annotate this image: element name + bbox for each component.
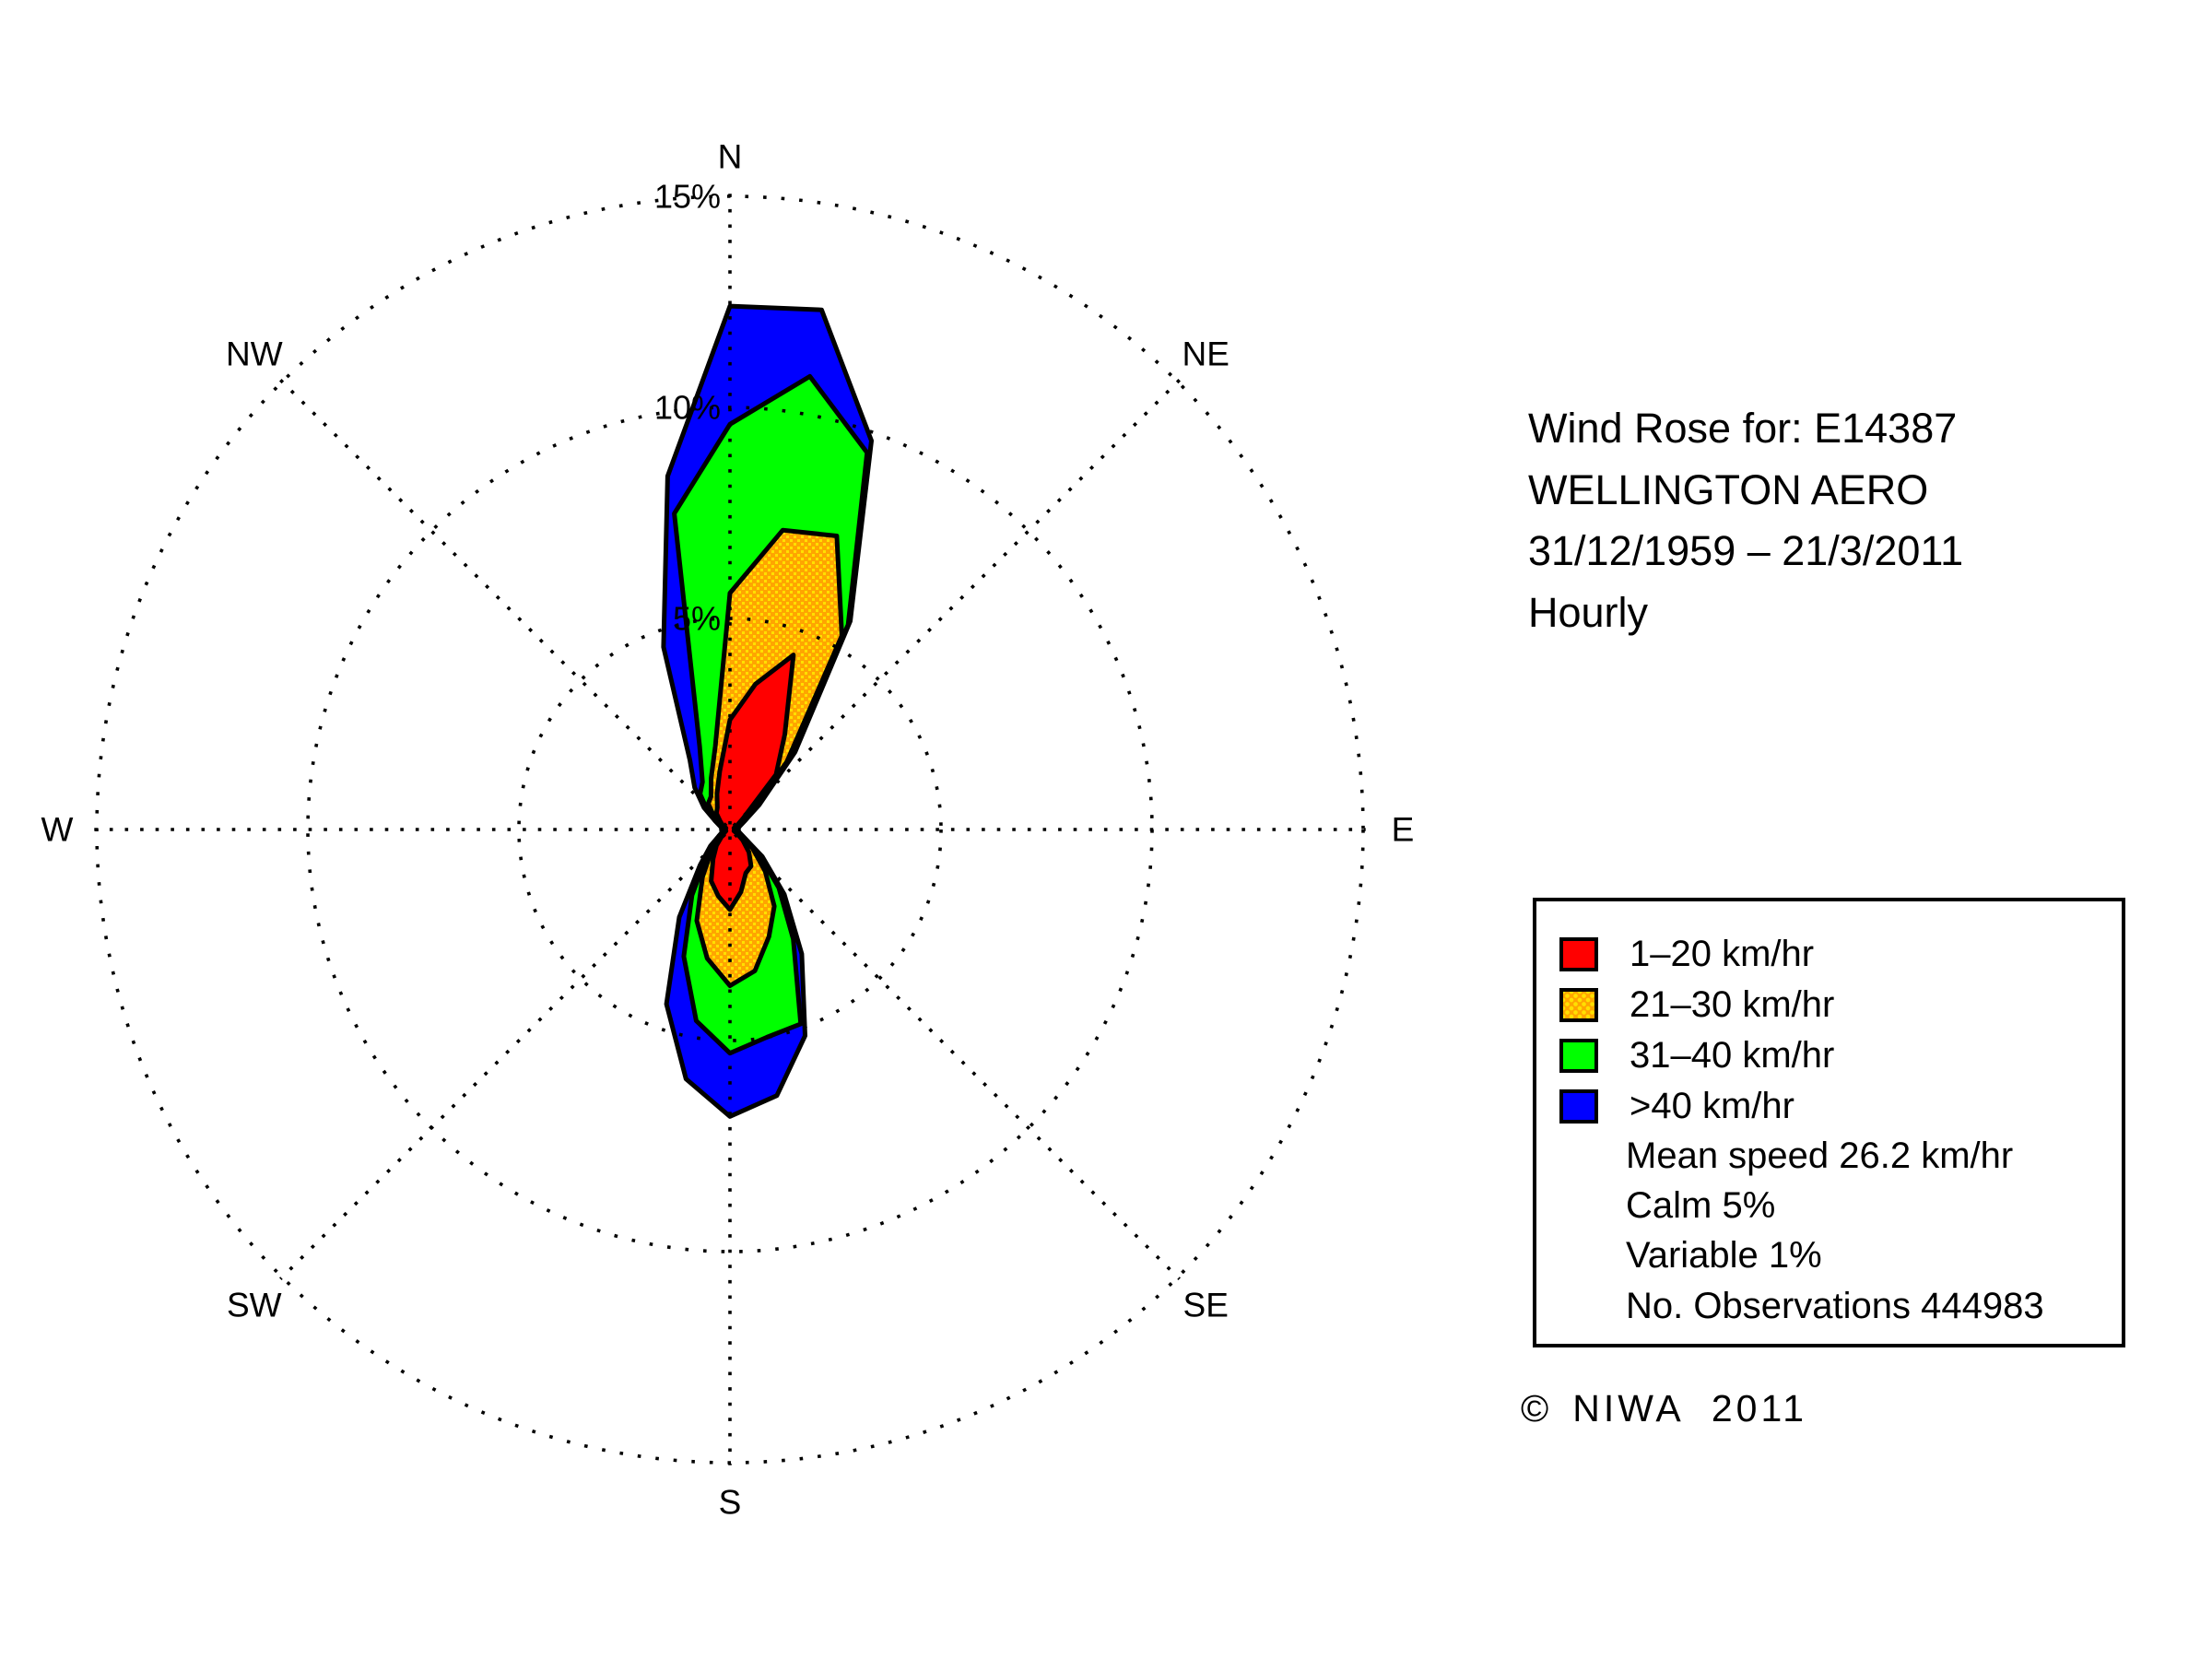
compass-label-nw: NW (226, 335, 283, 372)
legend-item: 1–20 km/hr (1536, 929, 2122, 979)
compass-label-n: N (718, 138, 743, 176)
compass-label-ne: NE (1182, 335, 1229, 372)
legend-label: 21–30 km/hr (1630, 983, 1835, 1025)
header-interval: Hourly (1528, 588, 1649, 636)
legend-swatch-orange (1559, 987, 1598, 1022)
legend: 1–20 km/hr 21–30 km/hr 31–40 km/hr >40 k… (1533, 898, 2125, 1347)
chart-header: Wind Rose for: E14387 WELLINGTON AERO 31… (1528, 398, 1963, 643)
legend-note-variable: Variable 1% (1626, 1234, 1822, 1276)
legend-label: 31–40 km/hr (1630, 1034, 1835, 1076)
petal-red (709, 653, 796, 912)
compass-label-sw: SW (227, 1287, 282, 1324)
legend-label: 1–20 km/hr (1630, 933, 1815, 974)
compass-label-w: W (41, 811, 74, 849)
compass-label-s: S (719, 1484, 742, 1522)
copyright: © NIWA 2011 (1521, 1387, 1807, 1430)
legend-item: 21–30 km/hr (1536, 980, 2122, 1030)
legend-item: 31–40 km/hr (1536, 1030, 2122, 1080)
compass-label-e: E (1392, 811, 1415, 849)
copyright-text: NIWA 2011 (1572, 1387, 1808, 1430)
header-title: Wind Rose for: E14387 (1528, 405, 1958, 452)
legend-swatch-blue (1559, 1088, 1598, 1124)
tick-label-10pct: 10% (654, 389, 721, 427)
compass-label-se: SE (1183, 1287, 1229, 1324)
legend-label: >40 km/hr (1630, 1085, 1794, 1126)
legend-item: >40 km/hr (1536, 1081, 2122, 1131)
tick-label-5pct: 5% (673, 600, 721, 638)
legend-swatch-green (1559, 1038, 1598, 1073)
copyright-icon: © (1521, 1387, 1549, 1430)
header-period: 31/12/1959 – 21/3/2011 (1528, 527, 1964, 574)
legend-note-calm: Calm 5% (1626, 1184, 1776, 1226)
legend-note-mean-speed: Mean speed 26.2 km/hr (1626, 1135, 2014, 1176)
legend-note-observations: No. Observations 444983 (1626, 1285, 2044, 1326)
header-station: WELLINGTON AERO (1528, 465, 1929, 513)
legend-swatch-red (1559, 936, 1598, 971)
grid-ring-5pct (517, 617, 943, 1042)
tick-label-15pct: 15% (654, 178, 721, 216)
